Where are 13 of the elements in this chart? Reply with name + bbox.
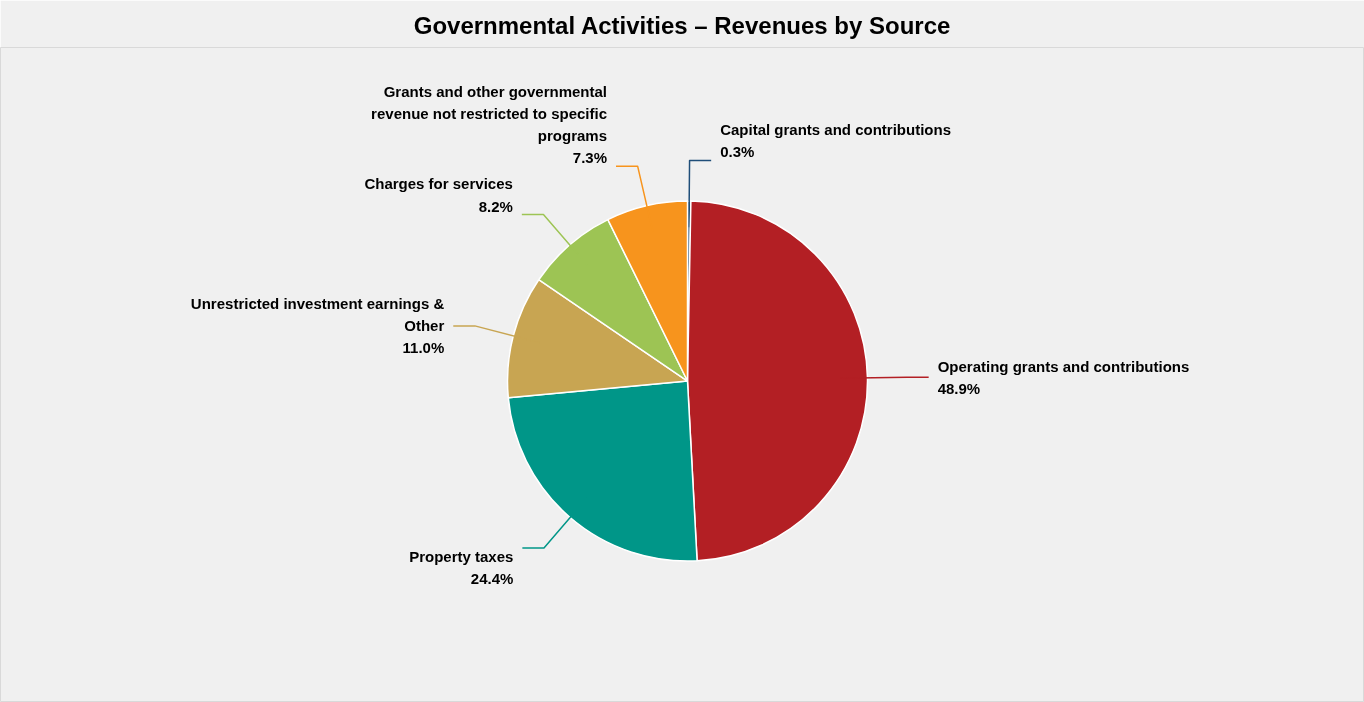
slice-label: Operating grants and contributions	[937, 357, 1190, 375]
chart-title: Governmental Activities – Revenues by Source	[413, 11, 951, 39]
data-label: 11.0%	[402, 339, 445, 357]
data-label: 0.3%	[720, 143, 755, 161]
data-label: 24.4%	[470, 570, 514, 588]
data-label: 8.2%	[478, 197, 513, 215]
data-label: 7.3%	[572, 149, 608, 167]
slice-label: Capital grants and contributions	[720, 121, 952, 139]
slice-label: Grants and other governmental revenue not restricted to specific programs	[371, 82, 608, 145]
slice-label: Property taxes	[409, 547, 514, 565]
data-label: 48.9%	[937, 379, 981, 397]
slice-label: Charges for services	[364, 175, 513, 193]
slice-label: Unrestricted investment earnings & Other	[190, 295, 445, 335]
